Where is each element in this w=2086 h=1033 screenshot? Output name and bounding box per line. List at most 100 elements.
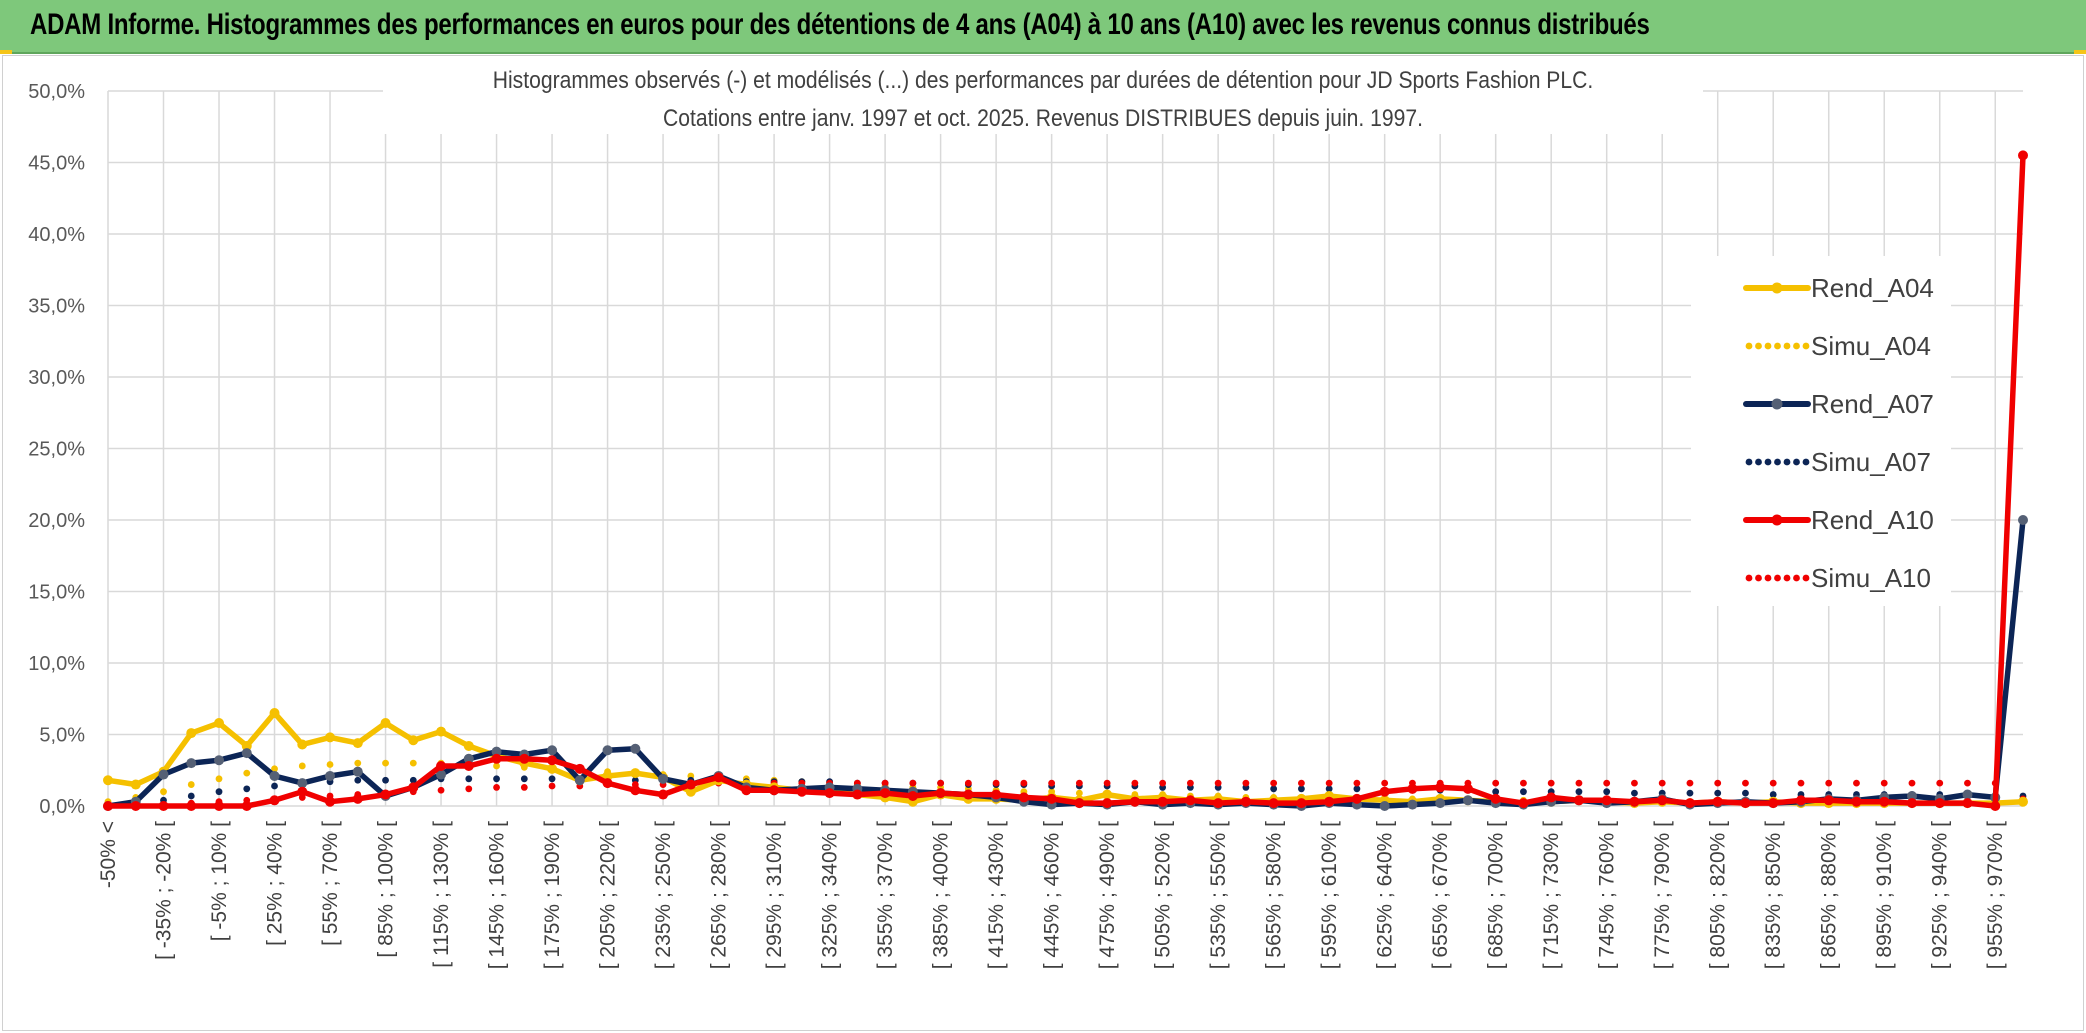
x-tick-label: [ 235% ; 250% [: [652, 821, 675, 969]
dot-point: [1575, 779, 1583, 787]
y-axis-tick-labels: 0,0% 5,0% 10,0% 15,0% 20,0% 25,0% 30,0% 35,0% 40…: [28, 81, 85, 818]
data-point: [1435, 782, 1446, 793]
data-point: [602, 778, 613, 789]
x-tick-label: [ 355% ; 370% [: [874, 821, 897, 969]
data-point: [2018, 515, 2028, 525]
dot-point: [1853, 779, 1860, 787]
data-point: [1768, 798, 1779, 809]
data-point: [158, 801, 169, 811]
legend-dot: [1764, 342, 1772, 350]
header-bar: ADAM Informe. Histogrammes des performan…: [0, 0, 2086, 54]
data-point: [685, 786, 696, 797]
x-tick-label: [ 895% ; 910% [: [1873, 821, 1896, 969]
legend: Rend_A04 Simu_A04 Rend_A07 Simu_A07 Rend_A10…: [1691, 256, 1951, 606]
data-point: [186, 801, 197, 811]
data-point: [130, 801, 141, 811]
x-tick-label: [ 955% ; 970% [: [1984, 821, 2007, 969]
dot-point: [881, 779, 889, 787]
dot-point: [243, 785, 251, 793]
dot-point: [1353, 779, 1361, 787]
dot-point: [1103, 779, 1111, 787]
data-point: [130, 779, 141, 790]
y-tick-label: 40,0%: [28, 224, 85, 246]
data-point: [325, 796, 336, 807]
legend-dot: [1745, 342, 1753, 350]
y-tick-label: 15,0%: [28, 582, 85, 604]
y-tick-label: 45,0%: [28, 153, 85, 175]
dot-point: [1159, 779, 1167, 787]
data-point: [1934, 798, 1945, 809]
dot-point: [1242, 779, 1250, 787]
legend-label: Simu_A10: [1811, 563, 1931, 593]
data-point: [1407, 783, 1418, 794]
dot-point: [520, 784, 528, 791]
data-point: [186, 758, 197, 769]
x-tick-label: [ 175% ; 190% [: [541, 821, 564, 969]
data-point: [547, 755, 558, 766]
legend-dot: [1755, 342, 1762, 350]
data-point: [1546, 792, 1557, 803]
data-point: [1518, 798, 1529, 809]
data-point: [491, 746, 502, 757]
dot-point: [1769, 779, 1777, 787]
data-point: [269, 795, 280, 806]
legend-dot: [1802, 342, 1810, 350]
chart-frame: Histogrammes observés (-) et modélisés (…: [2, 55, 2084, 1031]
data-point: [1573, 795, 1584, 806]
legend-dot: [1745, 574, 1753, 582]
x-tick-label: [ 295% ; 310% [: [763, 821, 786, 969]
data-point: [1102, 789, 1113, 800]
x-tick-label: [ 415% ; 430% [: [985, 821, 1008, 969]
x-tick-label: [ 85% ; 100% [: [375, 821, 398, 958]
data-point: [241, 740, 252, 751]
dot-point: [1631, 789, 1638, 797]
dot-point: [1742, 789, 1749, 797]
dot-point: [187, 781, 195, 788]
data-point: [824, 788, 835, 799]
dot-point: [1936, 779, 1944, 787]
histogram-chart: Histogrammes observés (-) et modélisés (…: [28, 60, 2028, 969]
legend-item-rend-a07: Rend_A07: [1743, 389, 1934, 419]
data-point: [1379, 801, 1390, 811]
legend-dot: [1783, 342, 1791, 350]
dot-point: [520, 775, 528, 783]
legend-dot: [1755, 574, 1762, 582]
chart-subtitle: Cotations entre janv. 1997 et oct. 2025.…: [663, 105, 1423, 132]
dot-point: [409, 776, 417, 784]
data-point: [574, 763, 585, 774]
data-point: [1490, 793, 1501, 804]
dot-point: [1214, 779, 1222, 787]
dot-point: [354, 759, 362, 767]
legend-item-simu-a07: Simu_A07: [1745, 447, 1931, 477]
dot-point: [1492, 788, 1500, 796]
dot-point: [1381, 779, 1389, 787]
data-point: [214, 801, 225, 811]
data-point: [408, 782, 419, 793]
data-point: [103, 775, 113, 786]
legend-label: Rend_A07: [1811, 389, 1934, 419]
data-point: [1823, 795, 1834, 806]
dot-point: [1298, 785, 1305, 793]
x-tick-label: [ 115% ; 130% [: [430, 821, 453, 968]
data-point: [658, 789, 669, 800]
data-point: [214, 755, 225, 766]
dot-point: [1520, 779, 1527, 787]
x-tick-label: [ 505% ; 520% [: [1152, 821, 1175, 969]
dot-point: [1686, 779, 1694, 787]
y-tick-label: 50,0%: [28, 81, 85, 103]
legend-dot: [1783, 574, 1791, 582]
legend-background: [1691, 256, 1951, 606]
data-point: [380, 718, 391, 729]
data-point: [685, 779, 696, 790]
x-tick-label: [ 475% ; 490% [: [1096, 821, 1119, 969]
dot-point: [1353, 785, 1361, 793]
x-tick-label: [ 775% ; 790% [: [1651, 821, 1674, 969]
legend-dot: [1764, 574, 1772, 582]
dot-point: [1020, 779, 1028, 787]
page-title: ADAM Informe. Histogrammes des performan…: [30, 8, 1650, 41]
dot-point: [1520, 788, 1527, 796]
dot-point: [1075, 789, 1083, 797]
data-point: [1629, 796, 1640, 807]
x-tick-label: [ 205% ; 220% [: [597, 821, 620, 969]
x-tick-label: [ 805% ; 820% [: [1707, 821, 1730, 969]
